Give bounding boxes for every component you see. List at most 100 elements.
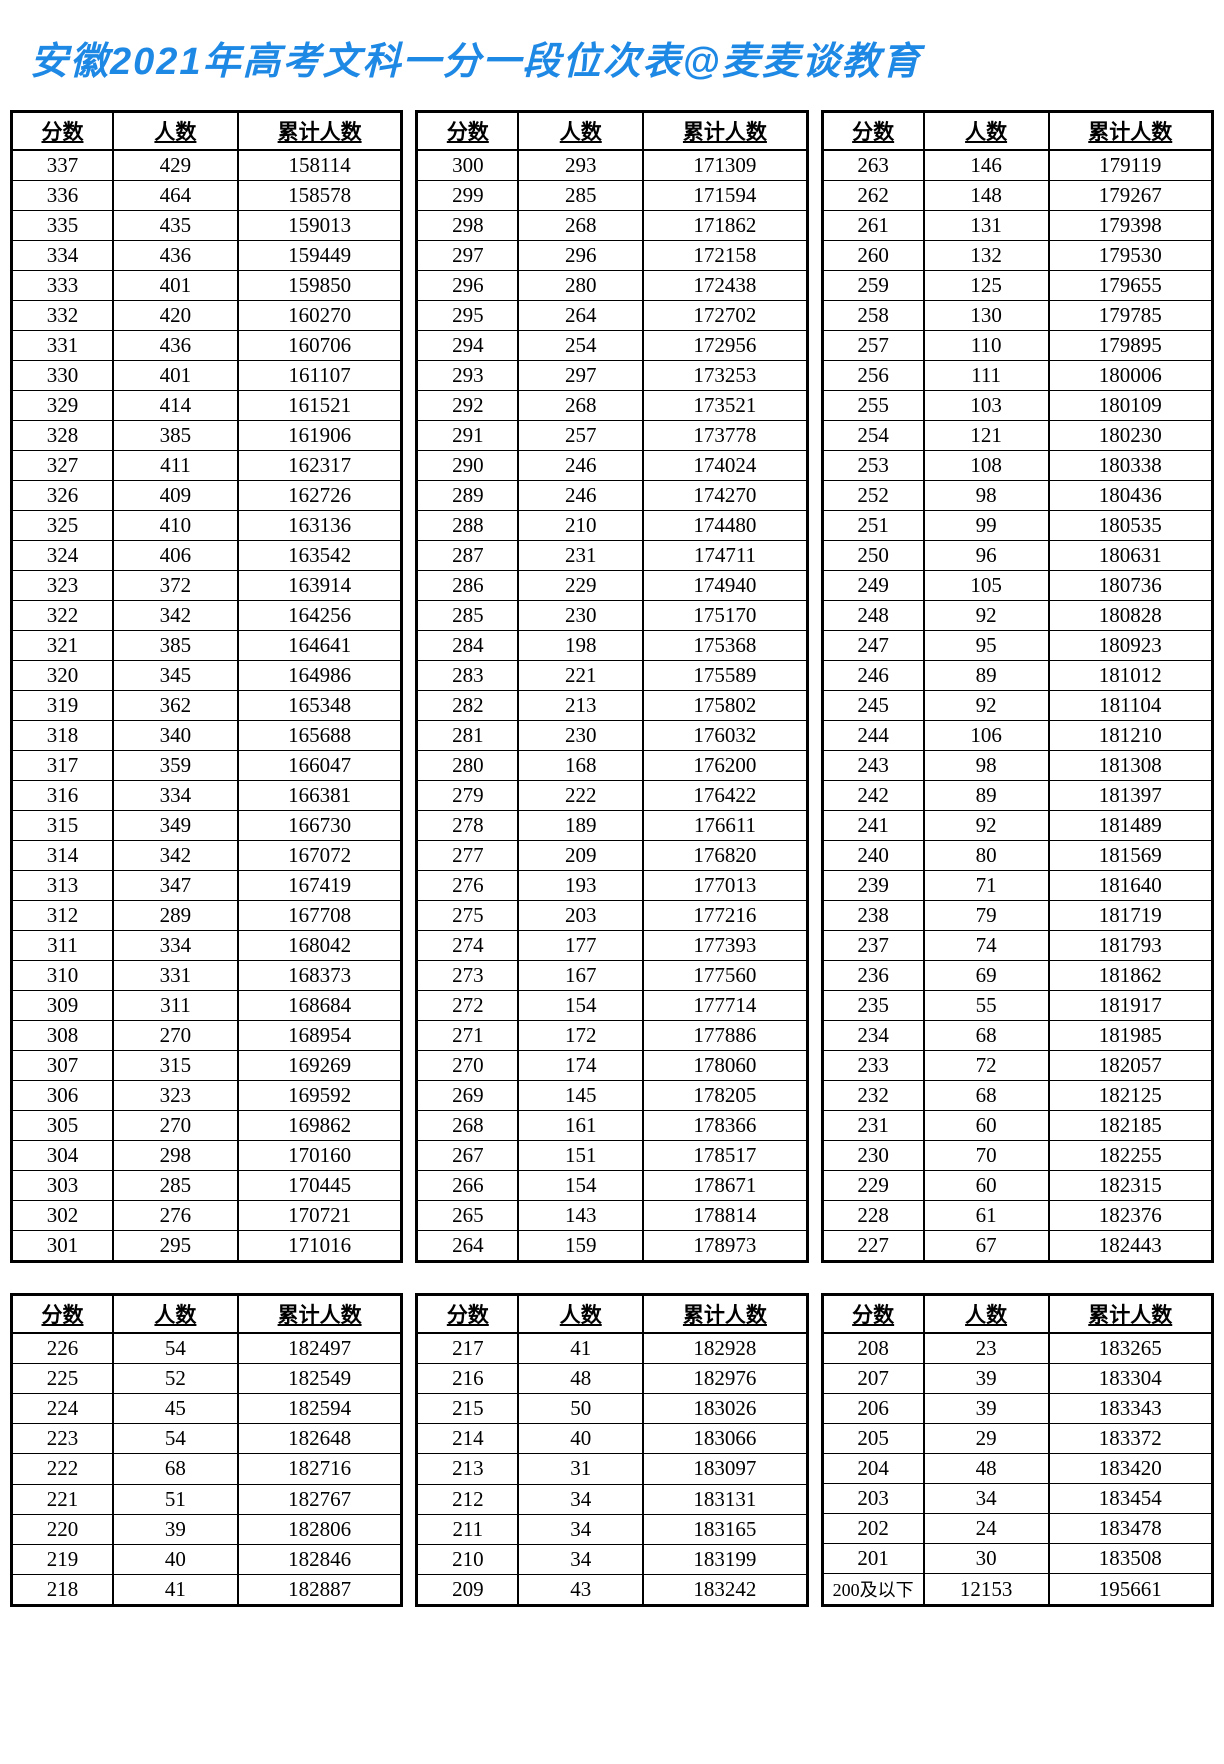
table-row: 23372182057 bbox=[822, 1051, 1212, 1081]
table-row: 249105180736 bbox=[822, 571, 1212, 601]
table-row: 22039182806 bbox=[12, 1514, 402, 1544]
cell-count: 23 bbox=[924, 1333, 1049, 1364]
cell-count: 295 bbox=[113, 1231, 238, 1262]
cell-count: 106 bbox=[924, 721, 1049, 751]
cell-cum: 164986 bbox=[238, 661, 402, 691]
table-row: 315349166730 bbox=[12, 811, 402, 841]
table-row: 337429158114 bbox=[12, 150, 402, 181]
table-row: 20448183420 bbox=[822, 1454, 1212, 1484]
table-row: 23971181640 bbox=[822, 871, 1212, 901]
cell-score: 209 bbox=[417, 1574, 518, 1605]
cell-cum: 180230 bbox=[1049, 421, 1213, 451]
cell-cum: 180631 bbox=[1049, 541, 1213, 571]
cell-count: 298 bbox=[113, 1141, 238, 1171]
col-header-0: 分数 bbox=[12, 1295, 113, 1334]
cell-count: 148 bbox=[924, 181, 1049, 211]
cell-score: 294 bbox=[417, 331, 518, 361]
table-row: 23160182185 bbox=[822, 1111, 1212, 1141]
table-row: 312289167708 bbox=[12, 901, 402, 931]
cell-count: 132 bbox=[924, 241, 1049, 271]
cell-score: 278 bbox=[417, 811, 518, 841]
table-row: 22654182497 bbox=[12, 1333, 402, 1364]
cell-count: 420 bbox=[113, 301, 238, 331]
cell-score: 225 bbox=[12, 1364, 113, 1394]
cell-score: 317 bbox=[12, 751, 113, 781]
cell-cum: 181793 bbox=[1049, 931, 1213, 961]
cell-cum: 182315 bbox=[1049, 1171, 1213, 1201]
cell-score: 337 bbox=[12, 150, 113, 181]
cell-score: 319 bbox=[12, 691, 113, 721]
table-row: 266154178671 bbox=[417, 1171, 807, 1201]
table-row: 287231174711 bbox=[417, 541, 807, 571]
cell-count: 410 bbox=[113, 511, 238, 541]
cell-count: 50 bbox=[518, 1394, 643, 1424]
cell-score: 220 bbox=[12, 1514, 113, 1544]
cell-cum: 183420 bbox=[1049, 1454, 1213, 1484]
cell-cum: 183372 bbox=[1049, 1424, 1213, 1454]
table-row: 314342167072 bbox=[12, 841, 402, 871]
cell-cum: 169862 bbox=[238, 1111, 402, 1141]
cell-count: 12153 bbox=[924, 1574, 1049, 1606]
cell-cum: 176611 bbox=[643, 811, 807, 841]
table-row: 257110179895 bbox=[822, 331, 1212, 361]
cell-count: 334 bbox=[113, 931, 238, 961]
col-header-0: 分数 bbox=[417, 112, 518, 151]
cell-count: 222 bbox=[518, 781, 643, 811]
cell-score: 241 bbox=[822, 811, 923, 841]
table-row: 275203177216 bbox=[417, 901, 807, 931]
cell-score: 250 bbox=[822, 541, 923, 571]
table-row: 327411162317 bbox=[12, 451, 402, 481]
cell-cum: 180436 bbox=[1049, 481, 1213, 511]
cell-cum: 163542 bbox=[238, 541, 402, 571]
table-row: 334436159449 bbox=[12, 241, 402, 271]
col-header-2: 累计人数 bbox=[1049, 1295, 1213, 1334]
table-row: 20823183265 bbox=[822, 1333, 1212, 1364]
cell-count: 254 bbox=[518, 331, 643, 361]
cell-score: 314 bbox=[12, 841, 113, 871]
table-row: 263146179119 bbox=[822, 150, 1212, 181]
cell-count: 285 bbox=[518, 181, 643, 211]
cell-count: 89 bbox=[924, 781, 1049, 811]
cell-cum: 168954 bbox=[238, 1021, 402, 1051]
cell-score: 239 bbox=[822, 871, 923, 901]
cell-score: 331 bbox=[12, 331, 113, 361]
cell-score: 334 bbox=[12, 241, 113, 271]
cell-score: 305 bbox=[12, 1111, 113, 1141]
cell-score: 308 bbox=[12, 1021, 113, 1051]
table-row: 21550183026 bbox=[417, 1394, 807, 1424]
table-row: 24398181308 bbox=[822, 751, 1212, 781]
cell-count: 154 bbox=[518, 1171, 643, 1201]
table-row: 24192181489 bbox=[822, 811, 1212, 841]
cell-count: 51 bbox=[113, 1484, 238, 1514]
cell-cum: 171309 bbox=[643, 150, 807, 181]
table-row: 244106181210 bbox=[822, 721, 1212, 751]
cell-cum: 181985 bbox=[1049, 1021, 1213, 1051]
table-row: 21331183097 bbox=[417, 1454, 807, 1484]
table-row: 253108180338 bbox=[822, 451, 1212, 481]
cell-count: 34 bbox=[924, 1484, 1049, 1514]
cell-count: 198 bbox=[518, 631, 643, 661]
table-row: 23468181985 bbox=[822, 1021, 1212, 1051]
cell-cum: 165688 bbox=[238, 721, 402, 751]
cell-count: 39 bbox=[924, 1364, 1049, 1394]
cell-cum: 181308 bbox=[1049, 751, 1213, 781]
cell-cum: 178366 bbox=[643, 1111, 807, 1141]
table-row: 258130179785 bbox=[822, 301, 1212, 331]
cell-score: 259 bbox=[822, 271, 923, 301]
cell-cum: 183265 bbox=[1049, 1333, 1213, 1364]
cell-score: 211 bbox=[417, 1514, 518, 1544]
cell-cum: 175170 bbox=[643, 601, 807, 631]
cell-cum: 181862 bbox=[1049, 961, 1213, 991]
cell-cum: 174711 bbox=[643, 541, 807, 571]
table-row: 317359166047 bbox=[12, 751, 402, 781]
table-row: 300293171309 bbox=[417, 150, 807, 181]
cell-count: 92 bbox=[924, 811, 1049, 841]
cell-count: 411 bbox=[113, 451, 238, 481]
cell-score: 240 bbox=[822, 841, 923, 871]
cell-score: 222 bbox=[12, 1454, 113, 1484]
top-table-2: 分数人数累计人数30029317130929928517159429826817… bbox=[415, 110, 808, 1263]
cell-cum: 172956 bbox=[643, 331, 807, 361]
cell-count: 345 bbox=[113, 661, 238, 691]
cell-cum: 174024 bbox=[643, 451, 807, 481]
cell-count: 406 bbox=[113, 541, 238, 571]
